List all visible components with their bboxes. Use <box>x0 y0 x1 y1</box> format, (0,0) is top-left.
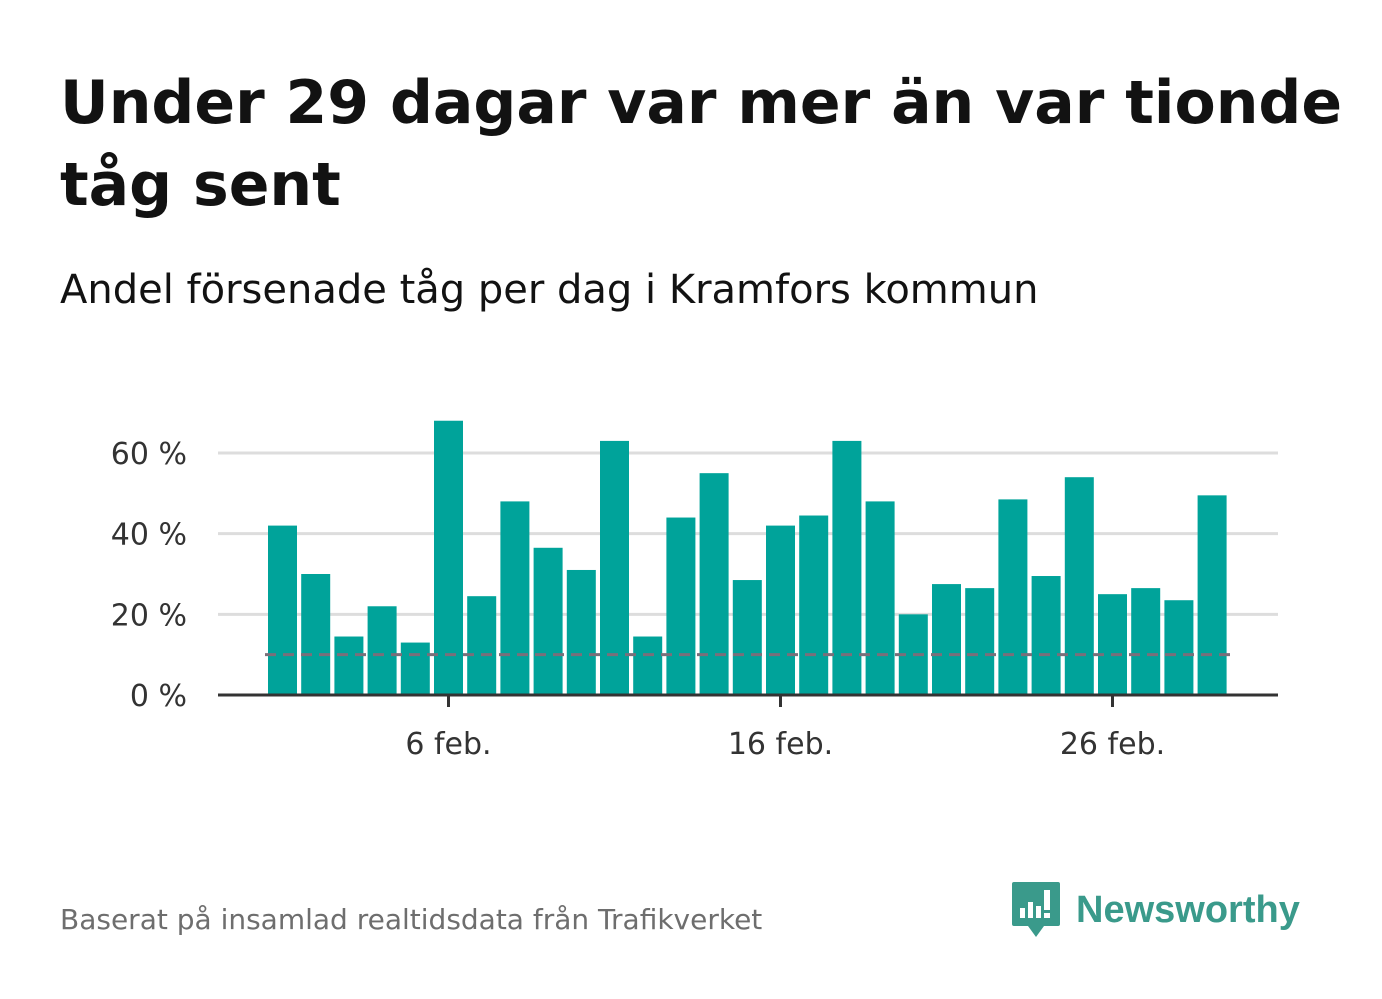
x-axis: 6 feb. 16 feb. 26 feb. <box>218 693 1278 762</box>
bar: 3 feb.: 14.5 % <box>334 636 364 695</box>
bar: 1 feb.: 42 % <box>268 525 297 695</box>
bar: 21 feb.: 27.5 % <box>932 584 961 695</box>
bar: 5 feb.: 13 % <box>400 642 430 695</box>
bar: 14 feb.: 55 % <box>699 473 729 695</box>
bar: 17 feb.: 44.5 % <box>799 515 829 695</box>
bar: 25 feb.: 54 % <box>1064 477 1094 695</box>
y-tick-label: 20 % <box>111 598 187 633</box>
x-tick-label: 6 feb. <box>405 727 491 762</box>
bar: 13 feb.: 44 % <box>666 517 696 695</box>
chart-subtitle: Andel försenade tåg per dag i Kramfors k… <box>60 267 1039 313</box>
bar-chart: 0 % 20 % 40 % 60 % 1 feb.: 42 %2 feb.: 30 %… <box>111 420 1278 762</box>
x-tick-label: 16 feb. <box>728 727 833 762</box>
y-axis-ticks: 0 % 20 % 40 % 60 % <box>111 437 187 714</box>
y-tick-label: 60 % <box>111 437 187 472</box>
bar: 29 feb.: 49.5 % <box>1197 495 1227 695</box>
bar: 7 feb.: 24.5 % <box>467 596 497 695</box>
bars: 1 feb.: 42 %2 feb.: 30 %3 feb.: 14.5 %4 … <box>268 420 1227 695</box>
bar: 23 feb.: 48.5 % <box>998 499 1028 695</box>
bar: 19 feb.: 48 % <box>865 501 895 695</box>
y-tick-label: 40 % <box>111 518 187 553</box>
brand-name: Newsworthy <box>1076 888 1300 931</box>
bar: 24 feb.: 29.5 % <box>1031 576 1061 695</box>
bar: 16 feb.: 42 % <box>766 525 795 695</box>
bar: 9 feb.: 36.5 % <box>533 547 563 695</box>
y-tick-label: 0 % <box>130 679 187 714</box>
bar: 22 feb.: 26.5 % <box>965 588 995 695</box>
bar: 15 feb.: 28.5 % <box>732 580 762 695</box>
bar: 27 feb.: 26.5 % <box>1131 588 1161 695</box>
bar: 6 feb.: 68 % <box>434 420 463 695</box>
brand-logo[interactable]: Newsworthy <box>1010 880 1300 940</box>
x-tick-label: 26 feb. <box>1060 727 1165 762</box>
bar: 10 feb.: 31 % <box>566 569 596 695</box>
source-note: Baserat på insamlad realtidsdata från Tr… <box>60 903 763 936</box>
bar: 26 feb.: 25 % <box>1098 594 1127 695</box>
bar: 11 feb.: 63 % <box>600 440 629 695</box>
bar: 18 feb.: 63 % <box>832 440 862 695</box>
bar: 4 feb.: 22 % <box>367 606 397 695</box>
newsworthy-logo-icon <box>1012 882 1060 937</box>
bar: 28 feb.: 23.5 % <box>1164 600 1194 695</box>
bar: 2 feb.: 30 % <box>301 574 331 695</box>
bar: 8 feb.: 48 % <box>500 501 530 695</box>
bar: 12 feb.: 14.5 % <box>633 636 663 695</box>
chart-title: Under 29 dagar var mer än var tionde tåg… <box>60 68 1343 220</box>
